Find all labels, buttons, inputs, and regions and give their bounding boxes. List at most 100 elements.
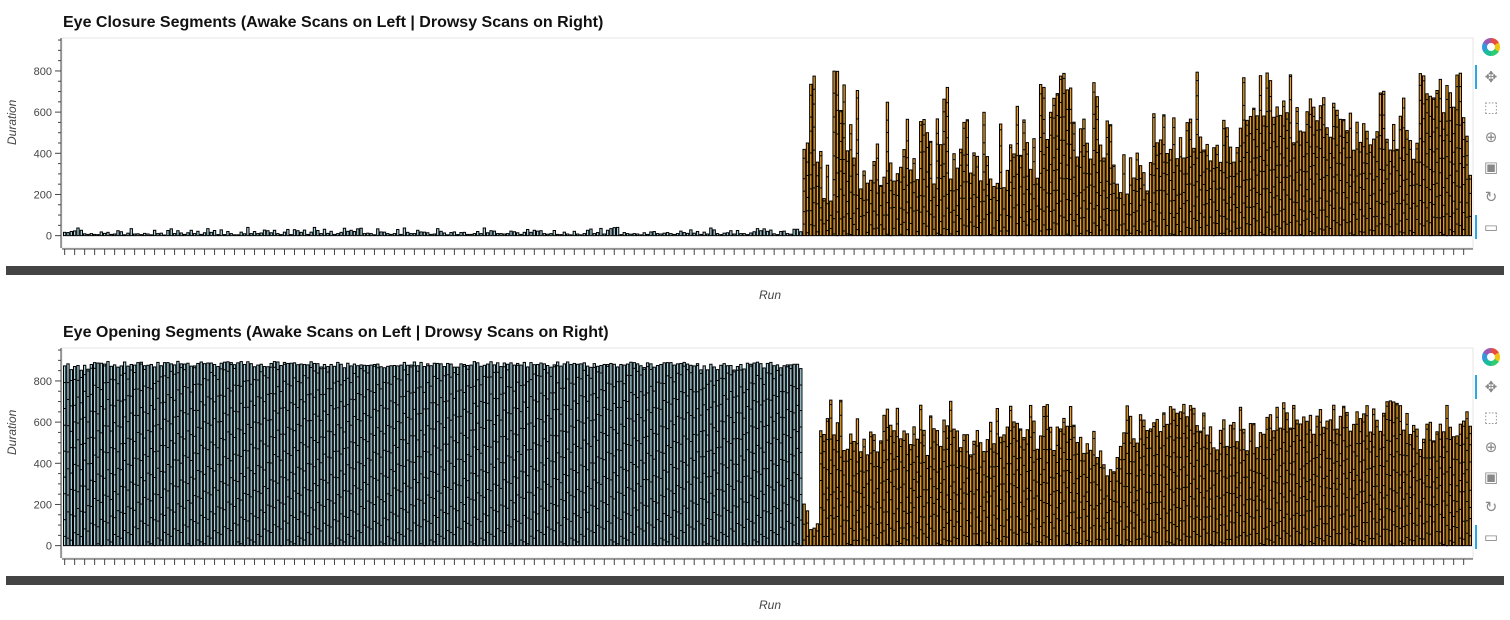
bar-drowsy: [1065, 425, 1069, 547]
bar-drowsy: [825, 164, 830, 237]
bar-drowsy: [909, 444, 913, 547]
bar-drowsy: [1238, 406, 1243, 547]
bar-drowsy: [1228, 146, 1233, 237]
bar-awake: [516, 232, 520, 237]
bar-awake: [782, 230, 786, 237]
bar-drowsy: [1245, 119, 1249, 237]
bar-awake: [206, 362, 210, 547]
bar-awake: [532, 229, 536, 237]
bar-awake: [269, 232, 273, 237]
bar-drowsy: [1072, 424, 1076, 547]
bar-awake: [449, 363, 453, 547]
bar-drowsy: [1068, 87, 1073, 237]
bar-drowsy: [882, 176, 886, 237]
y-tick-label: 0: [46, 231, 52, 243]
bar-awake: [106, 231, 110, 237]
bar-drowsy: [825, 418, 830, 547]
bar-awake: [599, 227, 603, 237]
bar-drowsy: [1285, 412, 1289, 547]
hover-tool-icon[interactable]: ▭: [1475, 214, 1504, 240]
eye-closure-chart[interactable]: 0 200 400 600 800: [0, 0, 1510, 310]
bar-awake: [615, 226, 620, 237]
bar-drowsy: [1412, 158, 1416, 237]
bar-drowsy: [1305, 111, 1309, 237]
bar-drowsy: [1302, 416, 1306, 547]
bokeh-logo-icon: [1478, 34, 1504, 60]
bar-drowsy: [1405, 129, 1409, 237]
bar-drowsy: [809, 83, 813, 237]
bar-drowsy: [1445, 85, 1449, 237]
bar-awake: [76, 365, 80, 547]
bar-drowsy: [1325, 127, 1329, 237]
bar-awake: [552, 364, 556, 547]
box-zoom-tool-icon[interactable]: ⬚: [1483, 98, 1499, 116]
bar-awake: [789, 364, 793, 547]
bar-awake: [229, 362, 233, 547]
bar-awake: [349, 229, 353, 237]
bar-awake: [692, 232, 696, 237]
bar-awake: [759, 363, 763, 547]
bar-awake: [755, 361, 760, 547]
bar-drowsy: [882, 414, 886, 547]
bar-drowsy: [1102, 157, 1106, 237]
bar-drowsy: [812, 527, 816, 547]
bar-drowsy: [1252, 107, 1256, 237]
bar-drowsy: [1208, 426, 1213, 547]
bar-drowsy: [1338, 118, 1343, 237]
bar-awake: [302, 363, 307, 547]
bar-awake: [442, 366, 447, 547]
y-axis-label: Duration: [5, 99, 19, 145]
bar-drowsy: [895, 173, 900, 237]
bar-awake: [286, 228, 290, 237]
bar-awake: [625, 233, 630, 237]
bar-drowsy: [869, 179, 873, 237]
bar-drowsy: [1125, 193, 1129, 237]
bar-awake: [276, 361, 280, 547]
bar-awake: [262, 229, 267, 237]
bar-awake: [82, 233, 87, 237]
bar-awake: [762, 367, 766, 547]
bar-awake: [469, 233, 473, 237]
bar-drowsy: [905, 118, 910, 237]
x-tick-labels: [6, 266, 1504, 275]
bar-awake: [432, 233, 437, 237]
bar-awake: [702, 365, 706, 547]
bar-awake: [499, 233, 503, 237]
bar-drowsy: [915, 179, 920, 237]
bar-drowsy: [1062, 417, 1066, 547]
bar-drowsy: [1248, 115, 1253, 237]
bar-awake: [582, 362, 586, 547]
bar-awake: [246, 226, 250, 237]
bar-drowsy: [1288, 74, 1293, 237]
bar-drowsy: [992, 443, 996, 547]
bar-awake: [699, 369, 703, 547]
bar-awake: [359, 364, 363, 547]
bar-drowsy: [845, 150, 850, 237]
bar-awake: [326, 366, 330, 547]
bar-drowsy: [1178, 411, 1183, 547]
bar-awake: [342, 227, 347, 237]
bar-awake: [119, 365, 123, 547]
bar-drowsy: [952, 153, 956, 237]
bar-awake: [492, 230, 497, 237]
pan-tool-icon[interactable]: ✥: [1475, 64, 1504, 90]
bar-awake: [112, 364, 117, 547]
bar-drowsy: [1322, 426, 1326, 547]
bar-awake: [242, 233, 247, 237]
bar-awake: [239, 231, 243, 237]
bar-drowsy: [1345, 411, 1349, 547]
bar-awake: [399, 364, 403, 547]
bar-drowsy: [899, 166, 903, 237]
wheel-zoom-tool-icon[interactable]: ⊕: [1484, 128, 1498, 146]
bar-awake: [96, 234, 100, 237]
reset-tool-icon[interactable]: ↻: [1484, 188, 1498, 206]
bar-awake: [229, 233, 233, 237]
bar-awake: [739, 233, 743, 237]
save-tool-icon[interactable]: ▣: [1483, 158, 1499, 176]
bar-awake: [89, 363, 93, 547]
bar-awake: [689, 364, 693, 547]
bar-awake: [479, 233, 483, 237]
bars: [63, 70, 1473, 237]
bar-drowsy: [1262, 115, 1266, 237]
